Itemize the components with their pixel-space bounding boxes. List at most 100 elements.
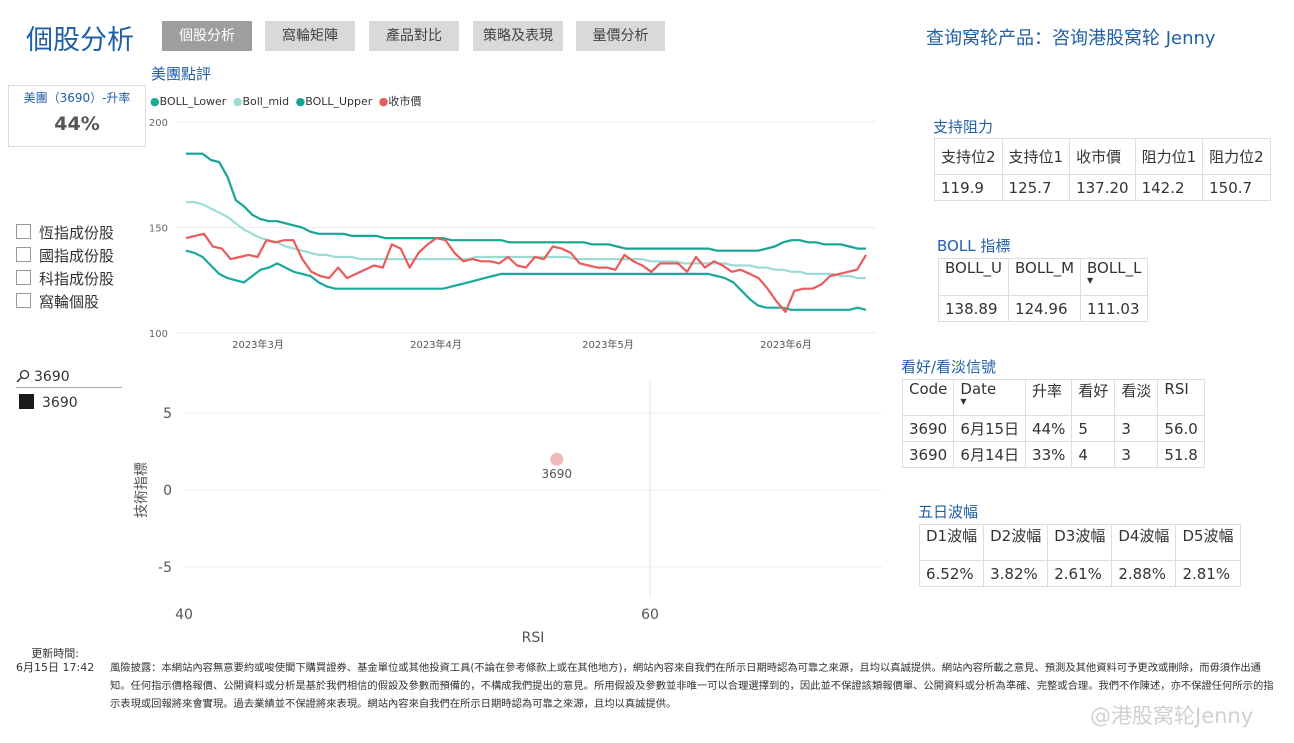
y-tick-label: 150 <box>149 224 168 235</box>
y-axis-label: 技術指標 <box>134 462 150 518</box>
tab-warrant-matrix[interactable]: 窩輪矩陣 <box>265 21 355 51</box>
table-row: 3690 6月15日 44% 5 3 56.0 <box>901 415 1205 442</box>
y-tick-label: 0 <box>163 483 172 499</box>
legend-dot-icon: ● <box>150 95 160 108</box>
search-icon <box>16 369 30 383</box>
boll-header: BOLL_M <box>1008 258 1082 296</box>
support-value: 150.7 <box>1202 174 1271 201</box>
legend-boll-mid: Boll_mid <box>242 95 290 108</box>
checkbox-hsi[interactable]: 恆指成份股 <box>16 222 114 243</box>
checkbox-label: 科指成份股 <box>39 270 115 288</box>
support-header: 支持位1 <box>1001 138 1071 175</box>
support-value: 142.2 <box>1134 174 1204 201</box>
boll-header: BOLL_U <box>937 258 1010 296</box>
checkbox-label: 國指成份股 <box>39 247 115 265</box>
tab-volume-price[interactable]: 量價分析 <box>576 21 665 51</box>
line-chart-title: 美團點評 <box>151 65 212 83</box>
bollinger-line-chart: 100 150 200 2023年3月 2023年4月 2023年5月 2023年6月 <box>149 118 876 351</box>
checkbox-label: 窩輪個股 <box>39 293 100 311</box>
wave-value: 6.52% <box>918 560 985 587</box>
boll-value: 111.03 <box>1080 295 1149 322</box>
signal-header: 看淡 <box>1114 379 1159 416</box>
support-value: 119.9 <box>934 174 1003 201</box>
x-axis-label: RSI <box>522 630 545 646</box>
checkbox-box[interactable] <box>16 270 31 285</box>
checked-box-icon <box>19 394 34 409</box>
y-tick-label: 200 <box>149 118 168 129</box>
legend-dot-icon: ● <box>378 95 389 108</box>
wave-header: D2波幅 <box>983 524 1049 561</box>
scatter-point-label: 3690 <box>542 467 573 481</box>
support-header: 收市價 <box>1069 138 1136 175</box>
wave-header: D4波幅 <box>1111 524 1177 561</box>
update-time: 更新時間: 6月15日 17:42 <box>16 647 94 675</box>
boll-value: 138.89 <box>937 295 1010 322</box>
slicer-item-3690[interactable]: 3690 <box>19 394 78 411</box>
checkbox-box[interactable] <box>16 224 31 239</box>
card-value: 44% <box>54 113 100 135</box>
update-label: 更新時間: <box>31 647 79 660</box>
tab-strategy[interactable]: 策略及表現 <box>473 21 563 51</box>
support-value: 137.20 <box>1069 174 1136 201</box>
series-line-收市價 <box>185 232 867 313</box>
signal-header[interactable]: Date ▼ <box>953 379 1027 416</box>
series-line-Boll_mid <box>186 201 866 280</box>
update-value: 6月15日 17:42 <box>16 661 95 674</box>
x-tick-label: 40 <box>175 607 193 623</box>
risk-disclaimer: 風險披露：本網站內容無意要約或唆使閣下購買證券、基金單位或其他投資工具(不論在參… <box>110 662 1274 710</box>
support-header: 阻力位2 <box>1202 138 1271 175</box>
rsi-scatter-chart: 5 0 -5 40 60 RSI 技術指標 3690 <box>134 380 882 646</box>
wave-header: D1波幅 <box>918 524 985 561</box>
table-row: 3690 6月14日 33% 4 3 51.8 <box>901 441 1205 468</box>
rise-rate-card: 美團（3690）-升率 44% <box>8 85 146 147</box>
boll-header[interactable]: BOLL_L ▼ <box>1080 258 1149 296</box>
support-header: 支持位2 <box>934 138 1003 175</box>
checkbox-hstech[interactable]: 科指成份股 <box>16 268 114 289</box>
scatter-point <box>550 452 564 466</box>
query-link[interactable]: 查询窝轮产品：咨询港股窝轮 Jenny <box>926 28 1216 49</box>
legend-dot-icon: ● <box>295 95 306 108</box>
signal-header: 看好 <box>1071 379 1116 416</box>
y-tick-label: 5 <box>163 406 172 422</box>
boll-table: BOLL_U BOLL_M BOLL_L ▼ 138.89 124.96 111.03 <box>937 258 1149 322</box>
checkbox-hscei[interactable]: 國指成份股 <box>16 245 114 266</box>
legend-dot-icon: ● <box>232 95 243 108</box>
sort-desc-icon: ▼ <box>960 397 967 406</box>
tab-product-compare[interactable]: 產品對比 <box>369 21 459 51</box>
checkbox-box[interactable] <box>16 293 31 308</box>
support-header: 阻力位1 <box>1134 138 1204 175</box>
support-table: 支持位2 支持位1 收市價 阻力位1 阻力位2 119.9 125.7 137.20 142.… <box>934 138 1271 201</box>
checkbox-box[interactable] <box>16 247 31 262</box>
x-tick-label: 2023年4月 <box>410 338 462 351</box>
wave-value: 2.81% <box>1175 560 1241 587</box>
legend-close: 收市價 <box>388 95 422 108</box>
signal-header: 升率 <box>1025 379 1073 416</box>
wave-header: D5波幅 <box>1175 524 1241 561</box>
series-line-BOLL_Lower <box>185 249 867 311</box>
y-tick-label: 100 <box>149 329 168 340</box>
search-input[interactable]: 3690 <box>16 369 122 388</box>
x-tick-label: 2023年3月 <box>232 338 284 351</box>
signal-header: Code <box>901 379 955 416</box>
x-tick-label: 2023年6月 <box>760 338 812 351</box>
watermark: @港股窝轮Jenny <box>1090 704 1254 728</box>
page-title: 個股分析 <box>26 25 134 56</box>
checkbox-label: 恆指成份股 <box>39 224 115 242</box>
x-tick-label: 2023年5月 <box>582 338 634 351</box>
signal-title: 看好/看淡信號 <box>901 358 997 376</box>
checkbox-warrant-stock[interactable]: 窩輪個股 <box>16 291 99 312</box>
signal-table: Code Date ▼ 升率 看好 看淡 RSI 3690 6月15日 44% 5 3 56… <box>901 379 1205 468</box>
wave-value: 2.61% <box>1047 560 1113 587</box>
y-tick-label: -5 <box>158 560 172 576</box>
wave-value: 3.82% <box>983 560 1049 587</box>
search-value: 3690 <box>34 369 70 385</box>
x-tick-label: 60 <box>641 607 659 623</box>
boll-value: 124.96 <box>1008 295 1082 322</box>
wave-header: D3波幅 <box>1047 524 1113 561</box>
line-chart-legend: ●BOLL_Lower ●Boll_mid ●BOLL_Upper ●收市價 <box>150 93 421 109</box>
tab-stock-analysis[interactable]: 個股分析 <box>162 21 252 51</box>
legend-boll-upper: BOLL_Upper <box>305 95 373 108</box>
support-title: 支持阻力 <box>933 118 994 136</box>
boll-title: BOLL 指標 <box>937 237 1011 255</box>
support-value: 125.7 <box>1001 174 1071 201</box>
